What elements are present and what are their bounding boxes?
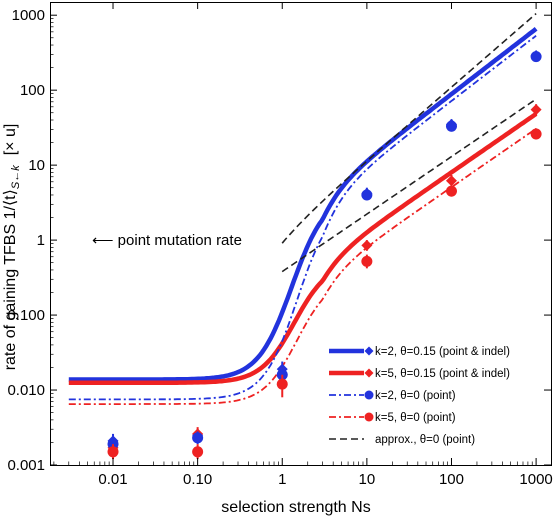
data-point-circle	[192, 446, 204, 458]
x-tick-label: 100	[439, 471, 464, 488]
x-axis-title: selection strength Ns	[221, 499, 370, 516]
y-axis-title: rate of gaining TFBS 1/⟨t⟩S←k [× u]	[2, 124, 22, 371]
legend-marker-0	[364, 346, 374, 356]
data-point-circle	[107, 446, 119, 458]
plot-frame	[50, 2, 552, 466]
series-3-line	[68, 127, 537, 405]
legend: k=2, θ=0.15 (point & indel) k=5, θ=0.15 (…	[329, 346, 510, 446]
svg-text:rate of gaining TFBS 1/⟨t⟩S←k[: rate of gaining TFBS 1/⟨t⟩S←k [× u]	[2, 124, 22, 371]
legend-marker-3	[364, 412, 374, 422]
data-point-circle	[276, 378, 288, 390]
data-point-circle	[361, 189, 373, 201]
data-point-circle	[530, 128, 542, 140]
series-2-line	[68, 35, 537, 401]
y-tick-label: 0.001	[7, 457, 45, 474]
data-point-diamond	[445, 175, 457, 187]
y-tick-label: 0.010	[7, 382, 45, 399]
data-point-circle	[530, 51, 542, 63]
legend-label-2: k=2, θ=0 (point)	[375, 390, 456, 402]
legend-label-0: k=2, θ=0.15 (point & indel)	[375, 346, 510, 358]
y-axis-title-sub: S←k	[10, 165, 22, 189]
data-point-circle	[192, 432, 204, 444]
data-point-circle	[445, 185, 457, 197]
data-point-circle	[361, 255, 373, 267]
y-tick-label: 1	[37, 232, 45, 249]
legend-label-4: approx., θ=0 (point)	[375, 434, 475, 446]
y-axis-title-unit: [× u]	[2, 124, 19, 156]
y-tick-label: 100	[20, 82, 45, 99]
annotation-text: ⟵ point mutation rate	[92, 232, 242, 249]
legend-marker-2	[364, 390, 374, 400]
series-1-line	[68, 112, 538, 386]
legend-label-1: k=5, θ=0.15 (point & indel)	[375, 368, 510, 380]
x-tick-label: 0.10	[183, 471, 212, 488]
data-point-diamond	[361, 239, 373, 251]
x-tick-label: 1000	[519, 471, 552, 488]
data-point-circle	[445, 120, 457, 132]
legend-marker-1	[364, 368, 374, 378]
data-point-diamond	[530, 104, 542, 116]
approx-line-0	[281, 12, 537, 244]
axis-ticks: 0.01 0.10 1 10 100 1000 0.001 0.010 0.100 1 10 100 1…	[7, 2, 553, 488]
series-0-line	[68, 27, 538, 382]
legend-label-3: k=5, θ=0 (point)	[375, 412, 456, 424]
y-axis-title-main: rate of gaining TFBS 1/⟨t⟩	[2, 189, 19, 370]
x-tick-label: 0.01	[98, 471, 127, 488]
data-points	[107, 50, 542, 460]
approx-line-1	[281, 98, 537, 273]
curves	[68, 12, 538, 405]
y-tick-label: 0.100	[7, 307, 45, 324]
x-tick-label: 1	[278, 471, 286, 488]
x-tick-label: 10	[359, 471, 376, 488]
y-tick-label: 10	[28, 157, 45, 174]
y-tick-label: 1000	[12, 7, 45, 24]
point-mutation-annotation: ⟵ point mutation rate	[92, 232, 242, 249]
